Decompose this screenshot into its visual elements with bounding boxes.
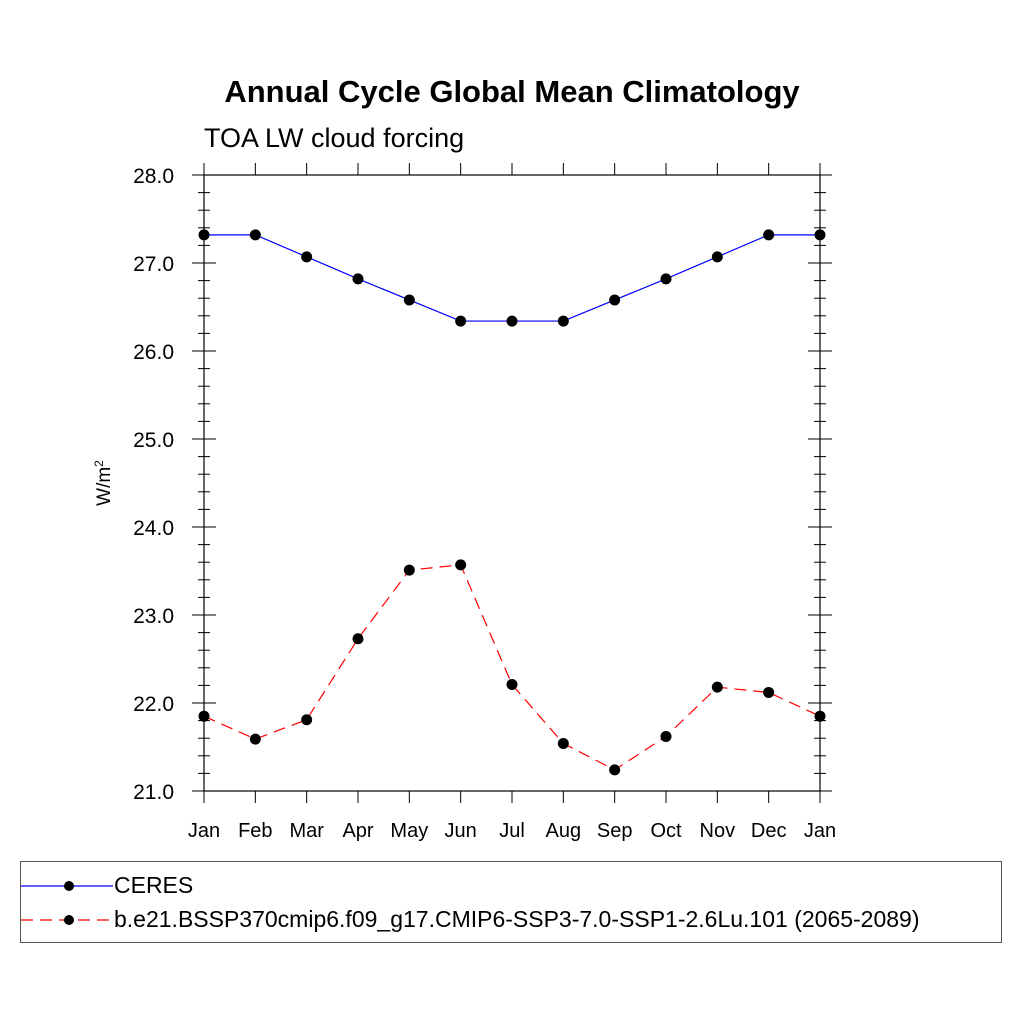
data-point-ceres <box>711 251 723 263</box>
legend: CERES b.e21.BSSP370cmip6.f09_g17.CMIP6-S… <box>20 861 1002 943</box>
y-tick-label: 22.0 <box>133 693 174 716</box>
data-point-model <box>660 730 672 742</box>
series-line-model <box>203 564 821 771</box>
x-tick-label: Feb <box>238 820 272 842</box>
x-tick-label: May <box>390 820 428 842</box>
data-point-model <box>763 686 775 698</box>
y-tick-label: 26.0 <box>133 341 174 364</box>
data-point-model <box>455 559 467 571</box>
y-tick-label: 25.0 <box>133 429 174 452</box>
data-point-model <box>403 564 415 576</box>
data-point-ceres <box>198 229 210 241</box>
plot-frame <box>203 174 821 792</box>
x-tick-label: Jun <box>445 820 477 842</box>
data-point-model <box>557 737 569 749</box>
data-point-ceres <box>455 315 467 327</box>
y-tick-label: 21.0 <box>133 781 174 804</box>
x-tick-label: Mar <box>289 820 324 842</box>
data-point-model <box>814 710 826 722</box>
x-tick-label: Dec <box>751 820 787 842</box>
series-line-ceres <box>204 234 820 322</box>
legend-item-model: b.e21.BSSP370cmip6.f09_g17.CMIP6-SSP3-7.… <box>21 905 1001 935</box>
legend-marker-ceres <box>64 881 74 891</box>
y-tick-label: 27.0 <box>133 253 174 276</box>
data-point-ceres <box>301 251 313 263</box>
data-point-ceres <box>352 273 364 285</box>
x-tick-label: Jan <box>804 820 836 842</box>
data-point-ceres <box>403 294 415 306</box>
x-tick-label: Sep <box>597 820 633 842</box>
data-point-model <box>249 733 261 745</box>
legend-marker-model <box>64 915 74 925</box>
x-tick-label: Apr <box>342 820 373 842</box>
data-point-model <box>609 764 621 776</box>
x-tick-label: Jan <box>188 820 220 842</box>
data-point-model <box>352 633 364 645</box>
y-tick-label: 28.0 <box>133 165 174 188</box>
data-point-ceres <box>814 229 826 241</box>
data-point-ceres <box>763 229 775 241</box>
x-tick-label: Jul <box>499 820 525 842</box>
chart-subtitle: TOA LW cloud forcing <box>204 123 465 153</box>
x-tick-label: Oct <box>650 820 682 842</box>
chart-title: Annual Cycle Global Mean Climatology <box>224 74 800 109</box>
legend-symbol-ceres <box>21 881 113 891</box>
data-point-ceres <box>609 294 621 306</box>
data-point-model <box>301 714 313 726</box>
legend-item-ceres: CERES <box>21 871 1001 901</box>
x-tick-label: Aug <box>546 820 582 842</box>
data-point-ceres <box>557 315 569 327</box>
data-point-ceres <box>506 315 518 327</box>
data-point-ceres <box>660 273 672 285</box>
legend-label-model: b.e21.BSSP370cmip6.f09_g17.CMIP6-SSP3-7.… <box>114 906 920 932</box>
data-point-ceres <box>249 229 261 241</box>
y-tick-label: 23.0 <box>133 605 174 628</box>
legend-label-ceres: CERES <box>114 872 194 898</box>
legend-symbol-model <box>21 915 113 925</box>
data-point-model <box>198 710 210 722</box>
y-tick-label: 24.0 <box>133 517 174 540</box>
data-point-model <box>506 679 518 691</box>
x-tick-label: Nov <box>700 820 736 842</box>
data-point-model <box>711 681 723 693</box>
